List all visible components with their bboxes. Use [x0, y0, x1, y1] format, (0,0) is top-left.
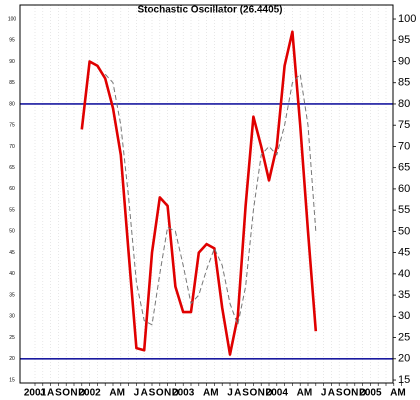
- y-tick-label-left: 45: [9, 250, 15, 256]
- y-tick-label: 55: [398, 204, 410, 216]
- x-tick-label: D: [78, 388, 85, 399]
- y-tick-label: 60: [398, 183, 410, 195]
- x-tick-label: N: [258, 388, 265, 399]
- signal-line: [104, 73, 317, 326]
- x-tick-label: A: [47, 388, 54, 399]
- x-tick-label: O: [343, 388, 351, 399]
- y-tick-label: 75: [398, 119, 410, 131]
- x-tick-label: S: [242, 388, 249, 399]
- y-tick-label: 35: [398, 289, 410, 301]
- y-tick-label: 100: [398, 13, 416, 25]
- y-tick-label-left: 25: [9, 335, 15, 341]
- y-tick-label-left: 80: [9, 101, 15, 107]
- x-tick-label: S: [55, 388, 62, 399]
- y-tick-label-left: 50: [9, 229, 15, 235]
- y-tick-label-left: 65: [9, 165, 15, 171]
- x-tick-label: A: [234, 388, 241, 399]
- x-tick-label: D: [265, 388, 272, 399]
- y-tick-label: 30: [398, 310, 410, 322]
- y-tick-label-left: 30: [9, 314, 15, 320]
- x-tick-label: J: [227, 388, 233, 399]
- y-tick-label-left: 40: [9, 271, 15, 277]
- x-tick-label: N: [351, 388, 358, 399]
- x-tick-label: S: [336, 388, 343, 399]
- x-tick-label: 2001: [24, 388, 47, 399]
- x-tick-label: A: [109, 388, 116, 399]
- x-tick-label: A: [203, 388, 210, 399]
- y-tick-label: 95: [398, 34, 410, 46]
- y-tick-label-left: 60: [9, 186, 15, 192]
- x-tick-label: J: [134, 388, 140, 399]
- x-tick-label: O: [250, 388, 258, 399]
- y-tick-label-left: 90: [9, 59, 15, 65]
- y-tick-label-left: 20: [9, 356, 15, 362]
- y-tick-label: 80: [398, 98, 410, 110]
- y-tick-label: 15: [398, 374, 410, 386]
- y-tick-label: 50: [398, 225, 410, 237]
- x-tick-label: N: [70, 388, 77, 399]
- chart-title: Stochastic Oscillator (26.4405): [137, 5, 282, 16]
- x-tick-label: M: [117, 388, 125, 399]
- y-tick-label-left: 95: [9, 38, 15, 44]
- y-tick-label-left: 55: [9, 207, 15, 213]
- x-tick-label: J: [321, 388, 327, 399]
- x-tick-label: O: [156, 388, 164, 399]
- y-tick-label: 65: [398, 162, 410, 174]
- x-tick-label: 2002: [78, 388, 101, 399]
- x-tick-label: D: [359, 388, 366, 399]
- y-tick-label-left: 70: [9, 144, 15, 150]
- x-tick-label: M: [304, 388, 312, 399]
- y-tick-label-left: 15: [9, 377, 15, 383]
- x-tick-label: M: [397, 388, 405, 399]
- x-tick-label: A: [297, 388, 304, 399]
- x-tick-label: D: [172, 388, 179, 399]
- x-tick-label: M: [210, 388, 218, 399]
- x-tick-label: A: [328, 388, 335, 399]
- oscillator-line: [80, 30, 318, 356]
- y-tick-label-left: 100: [8, 16, 17, 22]
- y-tick-label-left: 85: [9, 80, 15, 86]
- x-tick-label: O: [62, 388, 70, 399]
- x-tick-label: 2005: [359, 388, 382, 399]
- y-tick-label-left: 35: [9, 292, 15, 298]
- y-tick-label: 90: [398, 55, 410, 67]
- x-tick-label: 2003: [172, 388, 195, 399]
- y-tick-label: 25: [398, 331, 410, 343]
- x-tick-label: N: [164, 388, 171, 399]
- y-tick-label: 70: [398, 140, 410, 152]
- x-tick-label: 2004: [266, 388, 289, 399]
- x-tick-label: A: [141, 388, 148, 399]
- y-tick-label: 40: [398, 268, 410, 280]
- x-tick-label: A: [390, 388, 397, 399]
- y-tick-label-left: 75: [9, 123, 15, 129]
- y-tick-label: 20: [398, 353, 410, 365]
- y-tick-label: 85: [398, 77, 410, 89]
- x-tick-label: J: [40, 388, 46, 399]
- y-tick-label: 45: [398, 247, 410, 259]
- x-tick-label: S: [149, 388, 156, 399]
